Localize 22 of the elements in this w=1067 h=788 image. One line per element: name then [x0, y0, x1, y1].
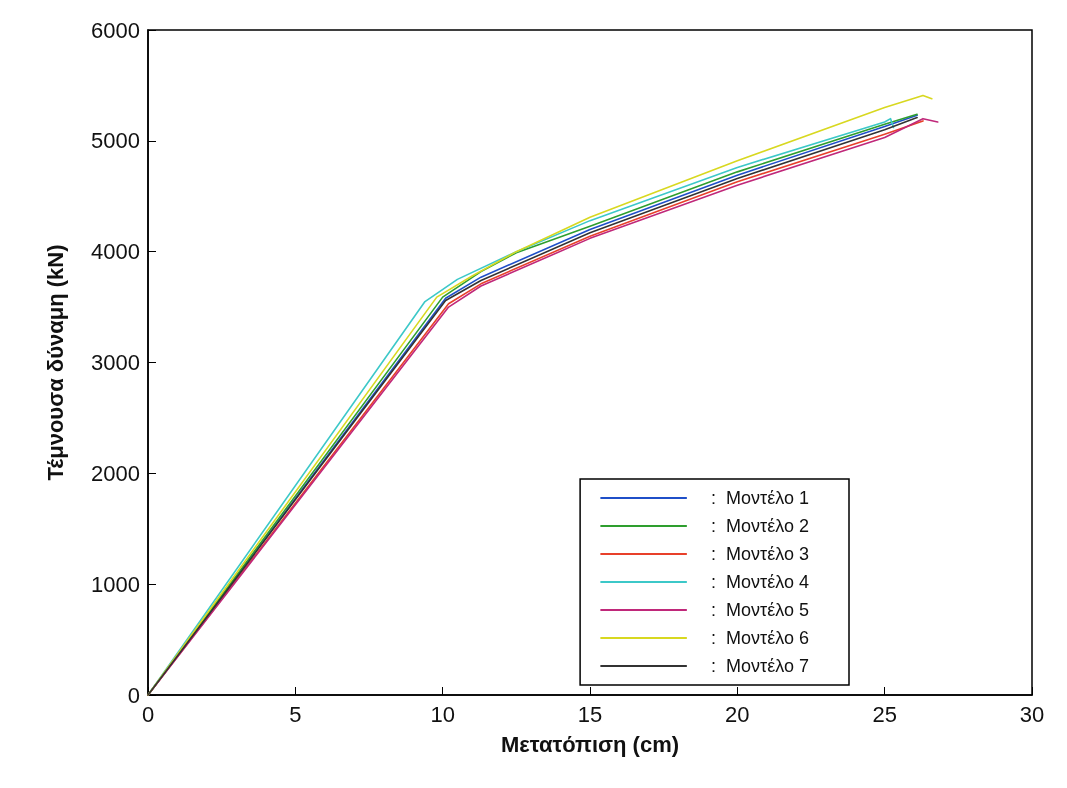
y-tick-label: 3000	[91, 350, 140, 375]
y-tick-label: 2000	[91, 460, 140, 486]
y-tick-label: 6000	[91, 17, 140, 43]
x-tick-label: 30	[1019, 701, 1045, 727]
legend-label: : Μοντέλο 3	[711, 544, 810, 564]
legend-label: : Μοντέλο 5	[711, 600, 810, 620]
y-axis-title: Τέμνουσα δύναμη (kN)	[42, 244, 68, 481]
y-tick-label: 0	[127, 682, 140, 708]
y-tick-label: 1000	[91, 571, 140, 597]
x-axis-title: Μετατόπιση (cm)	[500, 731, 680, 757]
x-tick-label: 20	[725, 701, 750, 727]
x-tick-label: 5	[289, 701, 302, 727]
legend-label: : Μοντέλο 7	[711, 656, 810, 676]
x-tick-label: 15	[577, 701, 603, 727]
legend-label: : Μοντέλο 6	[711, 628, 810, 648]
x-tick-label: 25	[872, 701, 897, 727]
y-tick-label: 5000	[91, 128, 140, 154]
legend-label: : Μοντέλο 4	[711, 572, 810, 592]
legend-label: : Μοντέλο 2	[711, 516, 810, 536]
x-tick-label: 10	[430, 701, 455, 727]
y-tick-label: 4000	[91, 239, 140, 265]
legend-label: : Μοντέλο 1	[711, 488, 810, 508]
